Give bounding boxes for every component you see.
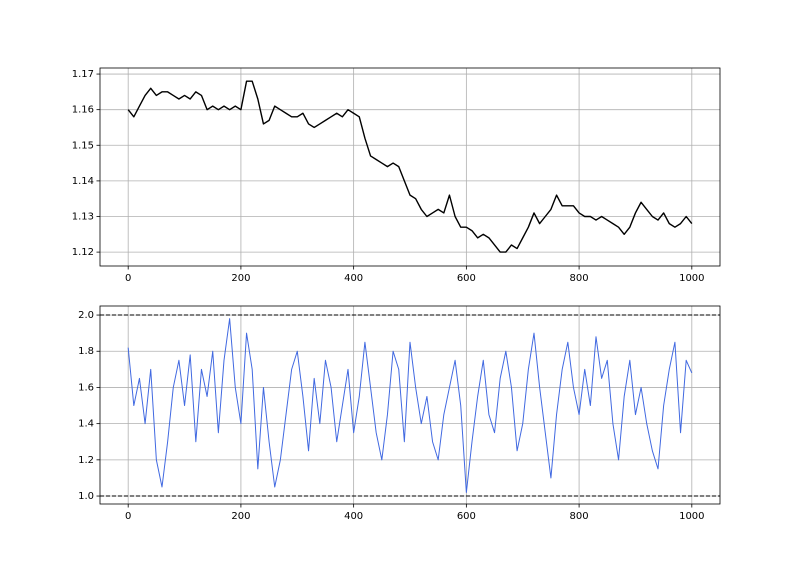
x-tick-label: 800 bbox=[570, 273, 589, 284]
y-tick-label: 1.2 bbox=[78, 455, 94, 466]
y-tick-label: 1.15 bbox=[72, 140, 94, 151]
x-tick-label: 1000 bbox=[679, 273, 704, 284]
y-tick-label: 2.0 bbox=[78, 310, 94, 321]
x-tick-label: 800 bbox=[570, 511, 589, 522]
axes-frame bbox=[99, 305, 721, 505]
x-tick-label: 400 bbox=[344, 273, 363, 284]
x-tick-label: 600 bbox=[457, 511, 476, 522]
x-tick-label: 200 bbox=[231, 273, 250, 284]
x-tick-label: 0 bbox=[125, 511, 131, 522]
y-tick-label: 1.16 bbox=[72, 105, 94, 116]
y-tick-label: 1.12 bbox=[72, 247, 94, 258]
y-tick-label: 1.14 bbox=[72, 176, 94, 187]
x-tick-label: 200 bbox=[231, 511, 250, 522]
y-tick-label: 1.6 bbox=[78, 382, 94, 393]
line-series bbox=[127, 318, 693, 493]
y-tick-label: 1.0 bbox=[78, 491, 94, 502]
y-tick-label: 1.13 bbox=[72, 212, 94, 223]
x-tick-label: 0 bbox=[125, 273, 131, 284]
y-tick-label: 1.4 bbox=[78, 419, 94, 430]
line-series bbox=[127, 80, 693, 253]
x-tick-label: 600 bbox=[457, 273, 476, 284]
y-tick-label: 1.17 bbox=[72, 69, 94, 80]
x-tick-label: 1000 bbox=[679, 511, 704, 522]
x-tick-label: 400 bbox=[344, 511, 363, 522]
axes-frame bbox=[99, 67, 721, 267]
y-tick-label: 1.8 bbox=[78, 346, 94, 357]
